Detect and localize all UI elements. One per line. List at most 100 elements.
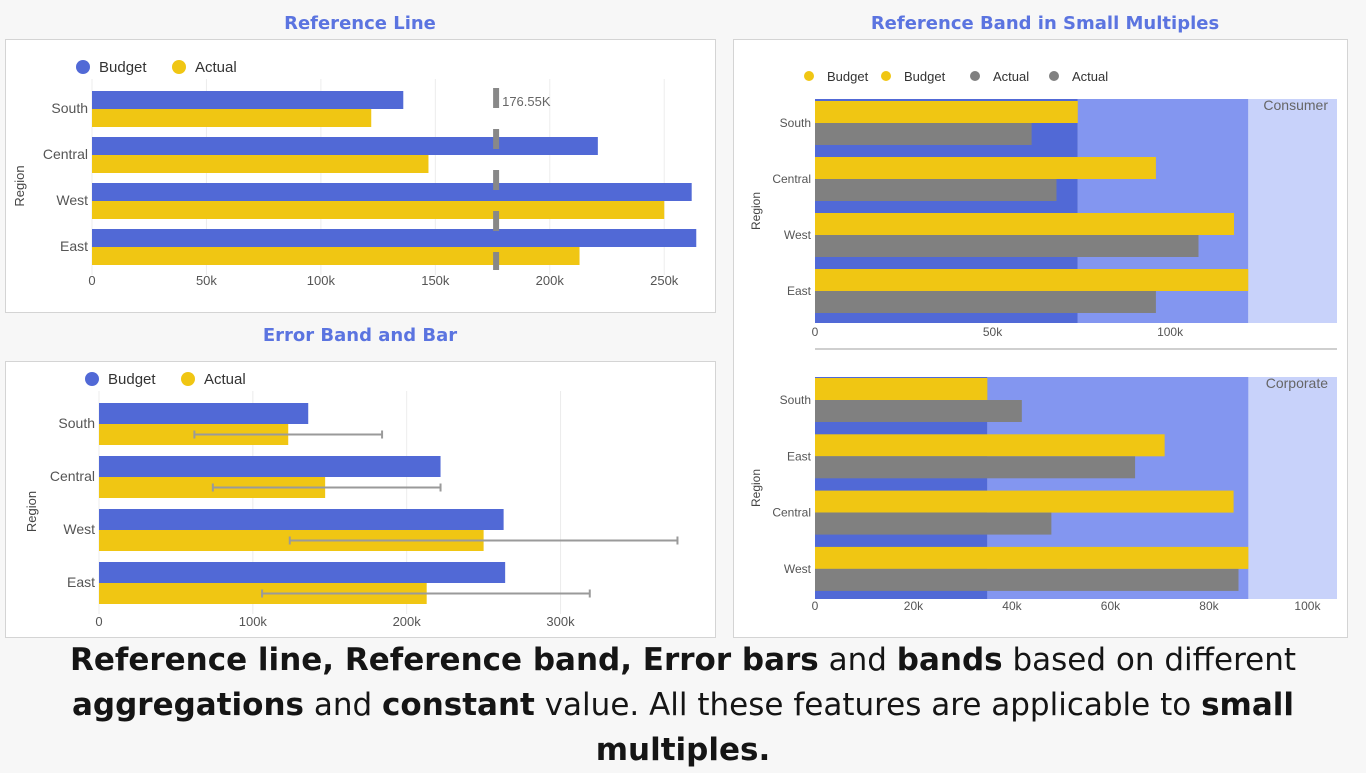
y-axis-title: Region <box>12 165 27 206</box>
panel-corporate-category-label-south: South <box>780 393 811 407</box>
legend-actual-label: Actual <box>204 371 246 388</box>
x-tick-label: 250k <box>650 273 679 288</box>
caption-part-3: bands <box>896 642 1003 678</box>
panel-corporate-y-axis-title: Region <box>749 469 763 507</box>
panel-corporate-x-tick-label: 100k <box>1294 599 1321 613</box>
panel-consumer-bar-actual-east <box>815 291 1156 313</box>
panel-corporate-label: Corporate <box>1266 375 1328 391</box>
legend-marker-budget <box>804 71 814 81</box>
panel-consumer-band-outer <box>1248 99 1337 323</box>
panel-consumer-category-label-east: East <box>787 284 812 298</box>
panel-consumer-label: Consumer <box>1263 97 1328 113</box>
small-multiples-title: Reference Band in Small Multiples <box>870 13 1220 34</box>
small-multiples-chart: Budget Budget Actual Actual Consumer South Cen… <box>749 69 1337 613</box>
panel-consumer-bar-budget-central <box>815 157 1156 179</box>
caption-part-4: based on different <box>1002 642 1297 678</box>
panel-consumer-category-label-central: Central <box>772 172 811 186</box>
caption: Reference line, Reference band, Error ba… <box>40 638 1326 773</box>
panel-consumer-bar-budget-west <box>815 213 1235 235</box>
legend-actual-marker <box>181 372 195 386</box>
caption-part-2: and <box>818 642 897 678</box>
panel-consumer-bar-actual-west <box>815 235 1199 257</box>
category-label-east: East <box>67 574 95 590</box>
panel-consumer-bar-actual-south <box>815 123 1032 145</box>
reference-line-label: 176.55K <box>502 94 551 109</box>
legend-label-budget: Budget <box>827 69 869 84</box>
legend-label-budget: Budget <box>904 69 946 84</box>
caption-part-7: constant <box>382 687 535 723</box>
panel-corporate-x-tick-label: 40k <box>1002 599 1022 613</box>
panel-consumer-x-tick-label: 100k <box>1157 325 1184 339</box>
x-tick-label: 200k <box>393 614 422 629</box>
small-multiples-panel: Budget Budget Actual Actual Consumer South Cen… <box>733 39 1348 638</box>
panel-corporate-category-label-central: Central <box>772 506 811 520</box>
panel-corporate-x-tick-label: 20k <box>904 599 924 613</box>
x-tick-label: 300k <box>546 614 575 629</box>
legend-marker-actual <box>1049 71 1059 81</box>
bar-budget-central <box>92 137 598 155</box>
legend-label-actual: Actual <box>1072 69 1108 84</box>
category-label-west: West <box>63 521 95 537</box>
bar-budget-east <box>92 229 697 247</box>
panel-corporate-x-tick-label: 60k <box>1101 599 1121 613</box>
bar-budget-south <box>92 91 404 109</box>
x-tick-label: 0 <box>88 273 95 288</box>
x-tick-label: 200k <box>536 273 565 288</box>
bar-actual-south <box>92 109 372 127</box>
legend-label-actual: Actual <box>993 69 1029 84</box>
error-band-panel: 0 100k 200k 300k Budget Actual Region South Cent… <box>5 361 716 638</box>
panel-corporate-bar-budget-east <box>815 434 1165 457</box>
legend-budget-label: Budget <box>108 371 156 388</box>
caption-part-9: small multiples. <box>595 687 1294 768</box>
bar-budget-central <box>99 456 441 477</box>
reference-line-panel: 0 50k 100k 150k 200k 250k Budget Actual Region So… <box>5 39 716 313</box>
legend-marker-budget <box>881 71 891 81</box>
error-band-title: Error Band and Bar <box>262 325 458 346</box>
legend-marker-actual <box>970 71 980 81</box>
caption-part-5: aggregations <box>72 687 304 723</box>
x-tick-label: 150k <box>421 273 450 288</box>
legend-actual-marker <box>172 60 186 74</box>
x-tick-label: 0 <box>95 614 102 629</box>
panel-corporate-band-outer <box>1248 377 1337 599</box>
panel-corporate-bar-actual-west <box>815 568 1239 591</box>
bar-actual-east <box>92 247 580 265</box>
panel-consumer-x-tick-label: 0 <box>812 325 819 339</box>
panel-corporate-bar-actual-south <box>815 400 1022 422</box>
bar-budget-west <box>99 509 504 530</box>
bar-budget-east <box>99 562 506 583</box>
bar-budget-south <box>99 403 309 424</box>
bar-actual-central <box>92 155 429 173</box>
category-label-central: Central <box>43 146 88 162</box>
category-label-east: East <box>60 238 88 254</box>
panel-corporate-bar-actual-east <box>815 456 1136 479</box>
y-axis-title: Region <box>24 491 39 532</box>
reference-line-title: Reference Line <box>284 13 436 34</box>
panel-consumer-bar-budget-east <box>815 269 1249 291</box>
x-tick-label: 100k <box>307 273 336 288</box>
caption-part-8: value. All these features are applicable… <box>534 687 1202 723</box>
legend-budget-marker <box>76 60 90 74</box>
legend-actual-label: Actual <box>195 59 237 76</box>
panel-corporate-category-label-west: West <box>784 562 812 576</box>
panel-corporate-category-label-east: East <box>787 449 812 463</box>
category-label-south: South <box>51 100 88 116</box>
reference-line-chart: 0 50k 100k 150k 200k 250k Budget Actual Region So… <box>12 59 697 288</box>
bar-budget-west <box>92 183 692 201</box>
x-tick-label: 50k <box>196 273 217 288</box>
panel-corporate-bar-actual-central <box>815 512 1052 535</box>
legend-budget-label: Budget <box>99 59 147 76</box>
panel-consumer-y-axis-title: Region <box>749 192 763 230</box>
panel-corporate-bar-budget-central <box>815 490 1234 513</box>
x-tick-label: 100k <box>239 614 268 629</box>
category-label-central: Central <box>50 468 95 484</box>
category-label-west: West <box>56 192 88 208</box>
caption-part-1: Reference line, Reference band, Error ba… <box>69 642 819 678</box>
legend-budget-marker <box>85 372 99 386</box>
panel-consumer-bar-budget-south <box>815 101 1078 123</box>
panel-consumer-bar-actual-central <box>815 179 1057 201</box>
panel-consumer-category-label-south: South <box>780 116 811 130</box>
panel-corporate-bar-budget-west <box>815 546 1249 569</box>
panel-corporate-x-tick-label: 0 <box>812 599 819 613</box>
panel-consumer-x-tick-label: 50k <box>983 325 1003 339</box>
